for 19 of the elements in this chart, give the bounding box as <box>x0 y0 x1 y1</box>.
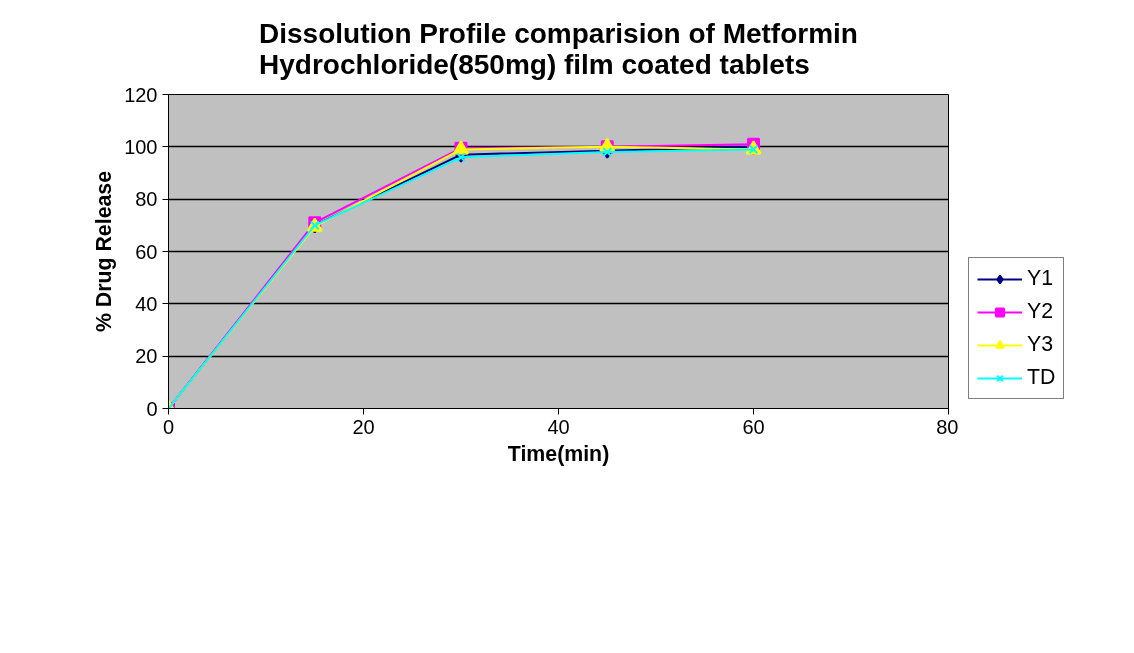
y-tick-label: 40 <box>135 292 158 315</box>
chart-title: Dissolution Profile comparision of Metformin Hydrochloride(850mg) film coated tablets <box>259 17 858 80</box>
x-tick-label: 60 <box>742 415 765 438</box>
y-tick-label: 20 <box>135 345 158 368</box>
x-tick-label: 0 <box>162 415 175 438</box>
y-tick-label: 120 <box>124 83 158 106</box>
x-tick-label: 40 <box>547 415 570 438</box>
legend-label: Y3 <box>1027 332 1054 357</box>
x-tick-label: 80 <box>936 415 959 438</box>
legend-label: Y1 <box>1027 266 1054 291</box>
x-axis-title: Time(min) <box>507 441 610 466</box>
legend-label: TD <box>1027 365 1056 390</box>
y-tick-label: 60 <box>135 240 158 263</box>
x-tick-label: 20 <box>352 415 375 438</box>
y-tick-label: 100 <box>124 135 158 158</box>
legend-label: Y2 <box>1027 299 1054 324</box>
y-axis-title: % Drug Release <box>92 170 117 333</box>
y-tick-label: 0 <box>146 397 158 420</box>
y-tick-label: 80 <box>135 188 158 211</box>
